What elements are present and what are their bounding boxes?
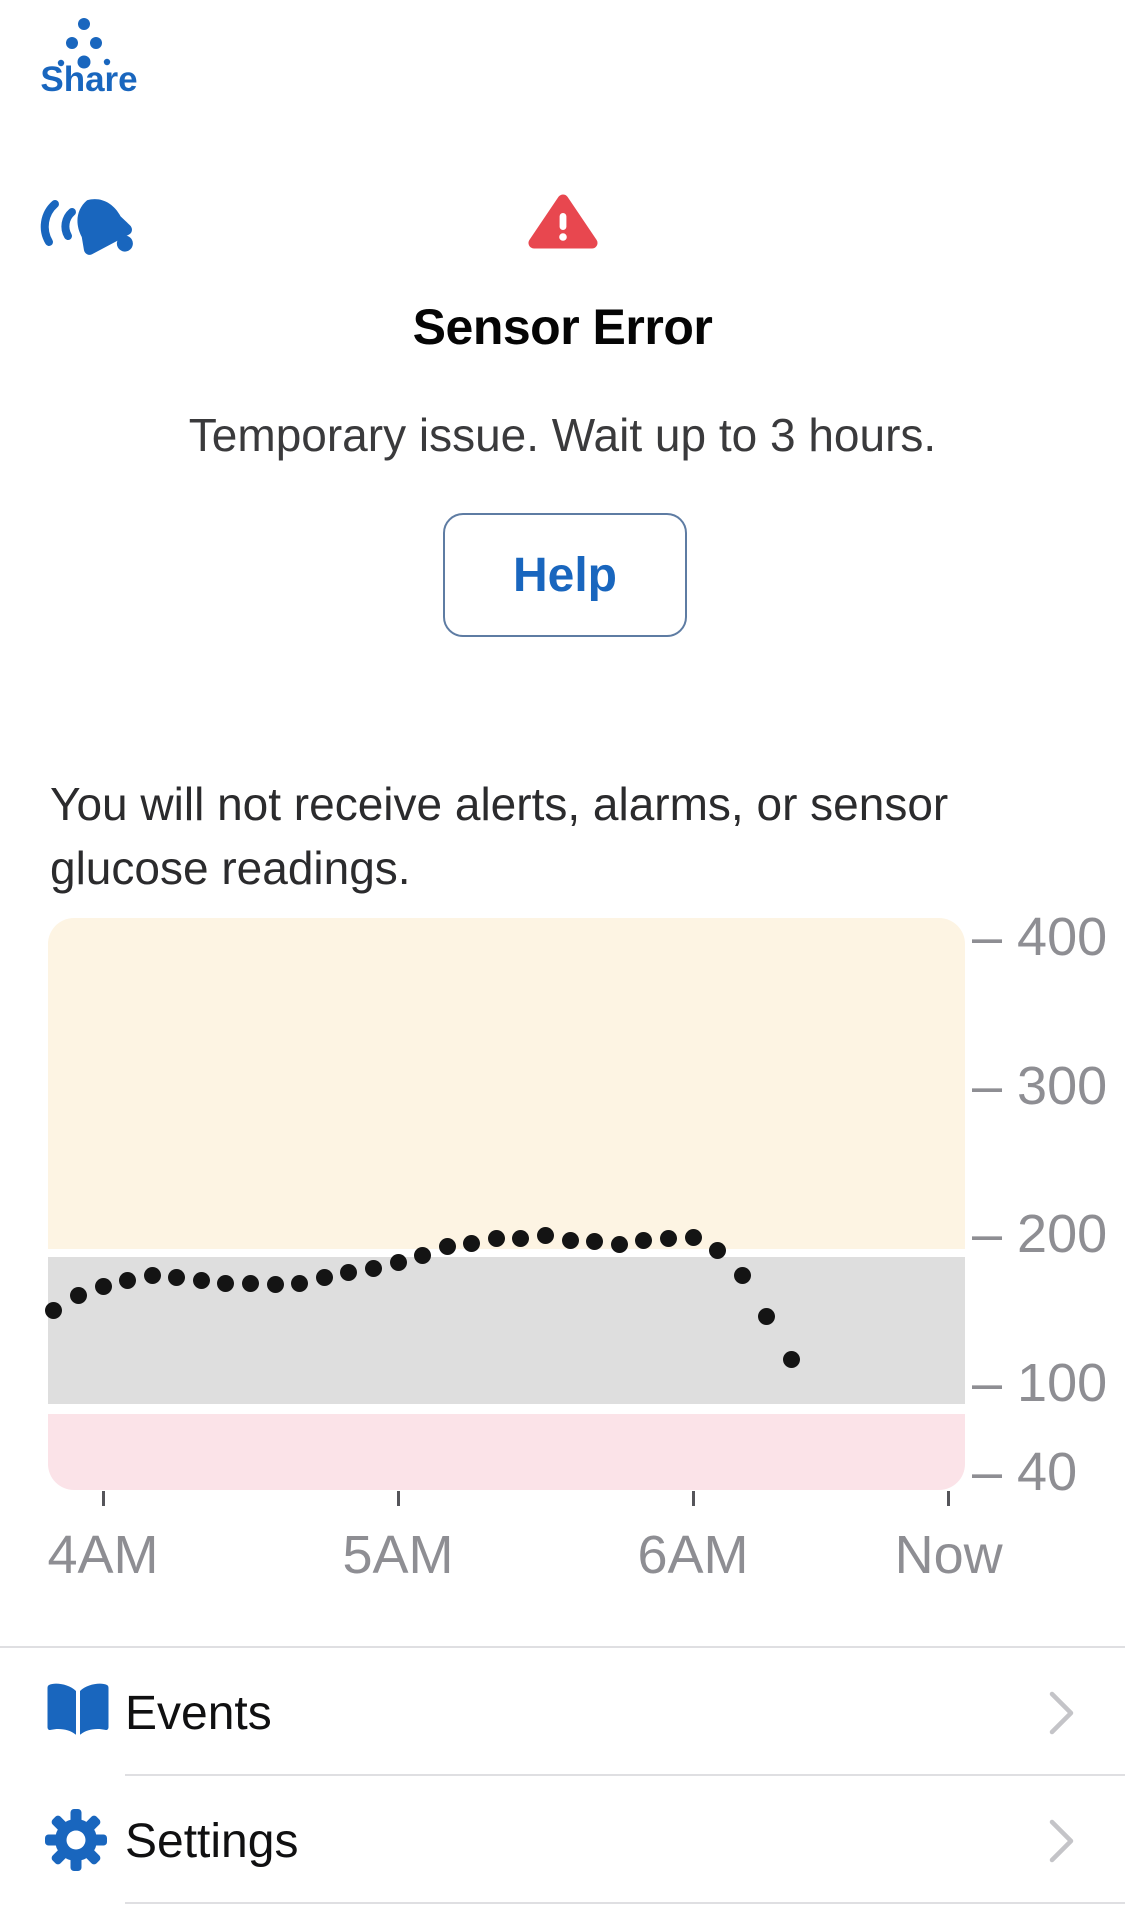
glucose-dot	[389, 1254, 407, 1272]
glucose-dot	[340, 1264, 358, 1282]
glucose-dot	[168, 1268, 186, 1286]
band-low	[48, 1414, 965, 1491]
glucose-dot	[266, 1276, 284, 1294]
glucose-dot	[684, 1228, 702, 1246]
glucose-dot	[291, 1274, 309, 1292]
band-target	[48, 1256, 965, 1404]
divider	[0, 1646, 1125, 1648]
x-axis-tick	[396, 1491, 400, 1506]
menu-item-events[interactable]: Events	[0, 1648, 1125, 1776]
book-icon	[47, 1683, 109, 1735]
glucose-dot	[635, 1231, 653, 1249]
glucose-dot	[94, 1277, 112, 1295]
divider	[125, 1902, 1125, 1904]
x-axis-label: 6AM	[637, 1525, 749, 1585]
glucose-dot	[192, 1271, 210, 1289]
share-label: Share	[40, 60, 138, 99]
x-axis-label: 5AM	[342, 1525, 454, 1585]
glucose-dot	[69, 1286, 87, 1304]
glucose-dot	[659, 1230, 677, 1248]
page-title: Sensor Error	[412, 299, 713, 355]
divider	[125, 1774, 1125, 1776]
glucose-dot	[487, 1230, 505, 1248]
x-axis-label: 4AM	[47, 1525, 159, 1585]
menu-item-label: Events	[125, 1687, 272, 1740]
glucose-dot	[512, 1230, 530, 1248]
glucose-dot	[610, 1236, 628, 1254]
chevron-right-icon	[1049, 1691, 1074, 1735]
glucose-dot	[586, 1233, 604, 1251]
glucose-dot	[45, 1301, 63, 1319]
alert-sound-bell-icon	[40, 199, 133, 255]
glucose-dot	[758, 1307, 776, 1325]
menu-item-label: Settings	[125, 1815, 299, 1868]
band-high	[48, 917, 965, 1250]
share-button[interactable]: Share	[24, 4, 154, 99]
chevron-right-icon	[1049, 1819, 1074, 1863]
glucose-dot	[119, 1271, 137, 1289]
share-icon	[57, 18, 111, 69]
glucose-dot	[143, 1267, 161, 1285]
glucose-dot	[364, 1260, 382, 1278]
y-axis-tick-label: – 100	[972, 1353, 1108, 1413]
page-subtitle: Temporary issue. Wait up to 3 hours.	[188, 409, 937, 461]
glucose-dot	[315, 1268, 333, 1286]
glucose-dot	[217, 1274, 235, 1292]
glucose-dot	[414, 1246, 432, 1264]
help-button-label: Help	[512, 548, 617, 602]
menu-item-settings[interactable]: (function(){ var g=document.currentScrip…	[0, 1776, 1125, 1904]
glucose-dot	[782, 1350, 800, 1368]
y-axis-tick-label: – 200	[972, 1204, 1108, 1265]
y-axis-tick-label: – 300	[972, 1055, 1108, 1116]
glucose-dot	[561, 1231, 579, 1249]
warning-icon	[528, 194, 598, 249]
glucose-dot	[463, 1234, 481, 1252]
x-axis-tick	[947, 1491, 951, 1506]
x-axis-tick	[101, 1491, 105, 1506]
warning-note: You will not receive alerts, alarms, or …	[50, 778, 949, 894]
glucose-dot	[733, 1267, 751, 1285]
glucose-dot	[709, 1242, 727, 1260]
x-axis-label: Now	[894, 1525, 1003, 1585]
gear-icon: (function(){ var g=document.currentScrip…	[45, 1809, 107, 1871]
y-axis-tick-label: – 40	[972, 1442, 1078, 1503]
glucose-dot	[537, 1227, 554, 1245]
glucose-dot	[242, 1274, 259, 1292]
glucose-dot	[438, 1237, 456, 1255]
help-button[interactable]: Help	[443, 513, 687, 637]
x-axis-tick	[691, 1491, 695, 1506]
y-axis-tick-label: – 400	[972, 907, 1108, 967]
